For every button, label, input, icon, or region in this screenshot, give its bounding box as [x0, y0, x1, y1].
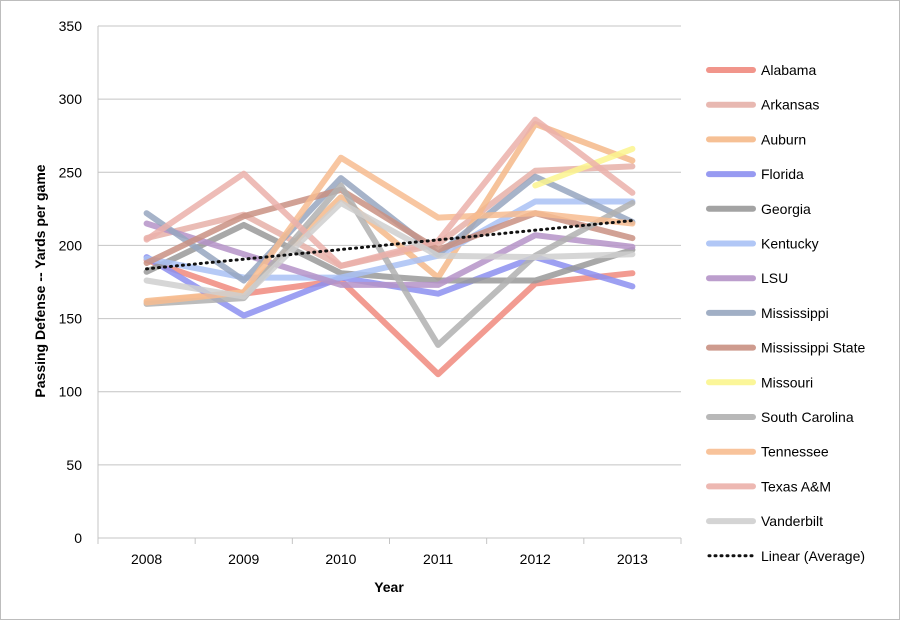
x-tick-label: 2012 — [520, 551, 551, 567]
legend-label-texas-a-m: Texas A&M — [761, 478, 831, 494]
y-axis-title: Passing Defense -- Yards per game — [32, 164, 48, 397]
x-tick-label: 2009 — [228, 551, 259, 567]
series-line-mississippi — [143, 173, 636, 284]
legend-label-linear-average: Linear (Average) — [761, 548, 865, 564]
legend-label-vanderbilt: Vanderbilt — [761, 513, 823, 529]
series-line-alabama — [143, 257, 636, 378]
legend: Alabama Arkansas Auburn Florida Georgia Kentu… — [706, 62, 865, 564]
y-tick-label: 0 — [74, 530, 82, 546]
x-tick-label: 2013 — [617, 551, 648, 567]
series-lines — [143, 116, 636, 378]
series-line-vanderbilt — [143, 200, 636, 300]
legend-label-kentucky: Kentucky — [761, 236, 819, 252]
legend-label-georgia: Georgia — [761, 201, 811, 217]
y-tick-label: 100 — [59, 384, 83, 400]
series-line-lsu — [143, 220, 636, 288]
legend-label-arkansas: Arkansas — [761, 97, 819, 113]
trendline-layer — [145, 219, 634, 271]
series-line-georgia — [143, 221, 636, 284]
y-tick-label: 50 — [66, 457, 82, 473]
legend-label-lsu: LSU — [761, 270, 788, 286]
y-tick-label: 300 — [59, 91, 83, 107]
x-tick-label: 2011 — [423, 551, 453, 567]
legend-label-auburn: Auburn — [761, 131, 806, 147]
legend-label-south-carolina: South Carolina — [761, 409, 854, 425]
series-line-texas-a-m — [143, 116, 636, 269]
series-line-south-carolina — [143, 182, 636, 348]
y-tick-label: 350 — [59, 18, 83, 34]
x-tick-label: 2010 — [325, 551, 356, 567]
trendline-linear-average — [145, 219, 634, 271]
y-tick-label: 250 — [59, 164, 83, 180]
legend-label-alabama: Alabama — [761, 62, 816, 78]
gridlines — [97, 25, 682, 544]
y-tick-labels: 0 50 100 150 200 250 300 350 — [59, 18, 83, 546]
x-axis-title: Year — [374, 579, 404, 595]
legend-label-mississippi-state: Mississippi State — [761, 340, 865, 356]
y-tick-label: 200 — [59, 237, 83, 253]
legend-label-missouri: Missouri — [761, 374, 813, 390]
legend-label-florida: Florida — [761, 166, 804, 182]
series-line-missouri — [532, 145, 636, 189]
x-tick-labels: 2008 2009 2010 2011 2012 2013 — [131, 551, 648, 567]
legend-label-mississippi: Mississippi — [761, 305, 829, 321]
x-tick-label: 2008 — [131, 551, 162, 567]
legend-label-tennessee: Tennessee — [761, 444, 829, 460]
y-tick-label: 150 — [59, 311, 83, 327]
